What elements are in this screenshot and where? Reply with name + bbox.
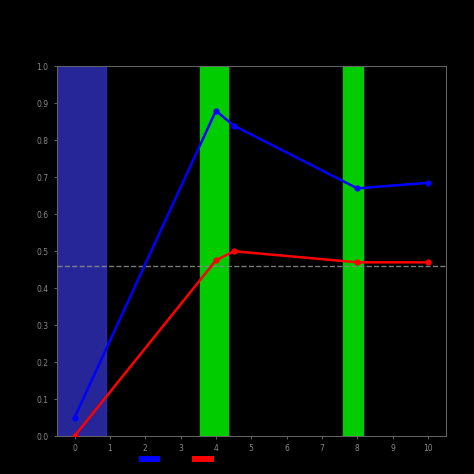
Legend: , : ,: [139, 455, 221, 465]
Bar: [57, 66, 106, 436]
Bar: [343, 66, 363, 436]
Bar: [200, 66, 228, 436]
